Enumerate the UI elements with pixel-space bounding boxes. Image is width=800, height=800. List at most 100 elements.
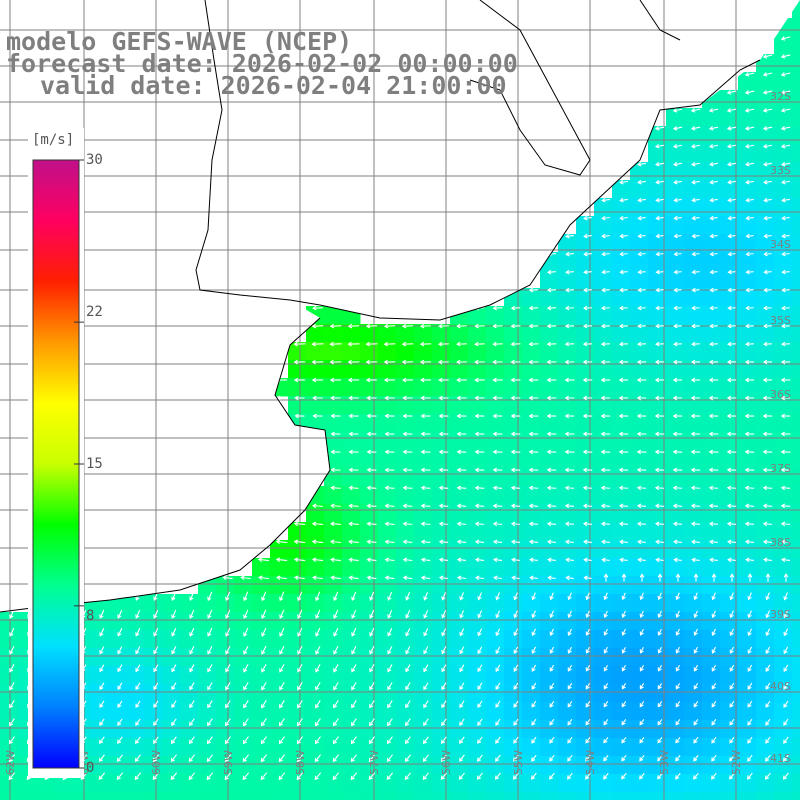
- wind-arrow: [387, 664, 393, 673]
- wind-arrow: [585, 718, 591, 726]
- wind-arrow: [726, 431, 737, 437]
- wind-arrow: [420, 503, 431, 509]
- wind-arrow: [762, 108, 773, 113]
- wind-arrow: [369, 591, 375, 601]
- wind-arrow: [654, 503, 665, 509]
- wind-arrow: [333, 718, 339, 727]
- wind-arrow: [366, 431, 377, 437]
- wind-arrow: [492, 377, 503, 383]
- wind-arrow: [637, 305, 646, 311]
- wind-arrow: [189, 627, 195, 637]
- wind-arrow: [348, 503, 359, 509]
- wind-arrow: [330, 485, 341, 491]
- wind-arrow: [765, 592, 770, 601]
- lat-label: 38S: [770, 536, 791, 549]
- wind-arrow: [528, 521, 539, 527]
- wind-arrow: [781, 179, 790, 185]
- wind-arrow: [747, 628, 753, 637]
- colorbar-tick: 0: [86, 760, 95, 776]
- wind-arrow: [275, 557, 288, 563]
- wind-arrow: [655, 323, 664, 329]
- forecast-date: forecast date: 2026-02-02 00:00:00: [6, 49, 518, 78]
- wind-arrow: [564, 467, 575, 473]
- wind-arrow: [293, 539, 306, 545]
- wind-arrow: [744, 108, 755, 113]
- wind-arrow: [780, 90, 791, 95]
- wind-arrow: [565, 557, 574, 563]
- wind-arrow: [672, 359, 683, 365]
- wind-arrow: [495, 700, 501, 708]
- wind-arrow: [513, 682, 519, 690]
- wind-arrow: [783, 718, 789, 726]
- wind-arrow: [314, 754, 322, 763]
- wind-arrow: [708, 413, 719, 419]
- wind-arrow: [745, 161, 755, 167]
- wind-arrow: [780, 413, 791, 419]
- wind-arrow: [546, 413, 557, 419]
- wind-arrow: [619, 539, 628, 545]
- wind-arrow: [189, 682, 195, 691]
- wind-arrow: [727, 215, 736, 221]
- wind-arrow: [564, 395, 575, 401]
- wind-arrow: [456, 359, 467, 365]
- wind-arrow: [744, 359, 755, 365]
- wind-arrow: [351, 718, 357, 727]
- wind-arrow: [619, 269, 628, 275]
- wind-arrow: [260, 772, 268, 781]
- wind-arrow: [330, 575, 341, 581]
- wind-arrow: [117, 609, 123, 619]
- wind-arrow: [727, 341, 736, 347]
- wind-arrow: [135, 664, 141, 673]
- wind-arrow: [567, 664, 573, 672]
- wind-arrow: [600, 449, 611, 455]
- wind-arrow: [369, 682, 375, 691]
- wind-arrow: [206, 772, 214, 781]
- wind-arrow: [637, 197, 646, 203]
- wind-arrow: [546, 377, 557, 383]
- wind-arrow: [348, 395, 359, 401]
- wind-arrow: [153, 700, 159, 709]
- wind-arrow: [311, 539, 324, 545]
- wind-arrow: [222, 575, 233, 581]
- wind-arrow: [261, 591, 267, 602]
- wind-arrow: [9, 700, 15, 709]
- wind-arrow: [673, 341, 682, 347]
- wind-arrow: [565, 269, 574, 275]
- wind-arrow: [601, 521, 611, 527]
- wind-arrow: [297, 682, 303, 691]
- wind-arrow: [9, 609, 15, 619]
- wind-arrow: [549, 610, 554, 619]
- wind-arrow: [330, 449, 341, 455]
- wind-arrow: [492, 341, 503, 347]
- wind-arrow: [528, 359, 539, 365]
- wind-arrow: [691, 215, 700, 221]
- lat-label: 36S: [770, 388, 791, 401]
- colorbar-tick: 22: [86, 304, 103, 320]
- wind-arrow: [348, 557, 359, 563]
- wind-arrow: [224, 736, 231, 745]
- wind-arrow: [745, 287, 754, 293]
- wind-arrow: [423, 628, 429, 637]
- lat-label: 35S: [770, 314, 791, 327]
- wind-arrow: [583, 215, 592, 221]
- wind-arrow: [654, 449, 665, 455]
- wind-arrow: [764, 772, 771, 780]
- wind-arrow: [171, 609, 177, 619]
- wind-arrow: [98, 772, 106, 781]
- wind-arrow: [441, 700, 447, 709]
- wind-arrow: [619, 521, 629, 527]
- wind-arrow: [657, 701, 663, 708]
- wind-arrow: [745, 539, 755, 545]
- wind-arrow: [745, 341, 754, 347]
- wind-arrow: [727, 539, 736, 545]
- wind-arrow: [366, 503, 377, 509]
- lon-label: 52W: [730, 750, 743, 775]
- wind-arrow: [601, 323, 610, 329]
- wind-arrow: [675, 772, 681, 780]
- wind-arrow: [637, 251, 646, 257]
- wind-arrow: [583, 233, 592, 239]
- wind-arrow: [711, 682, 717, 690]
- wind-arrow: [618, 485, 629, 491]
- wind-arrow: [347, 359, 360, 365]
- wind-arrow: [243, 718, 249, 727]
